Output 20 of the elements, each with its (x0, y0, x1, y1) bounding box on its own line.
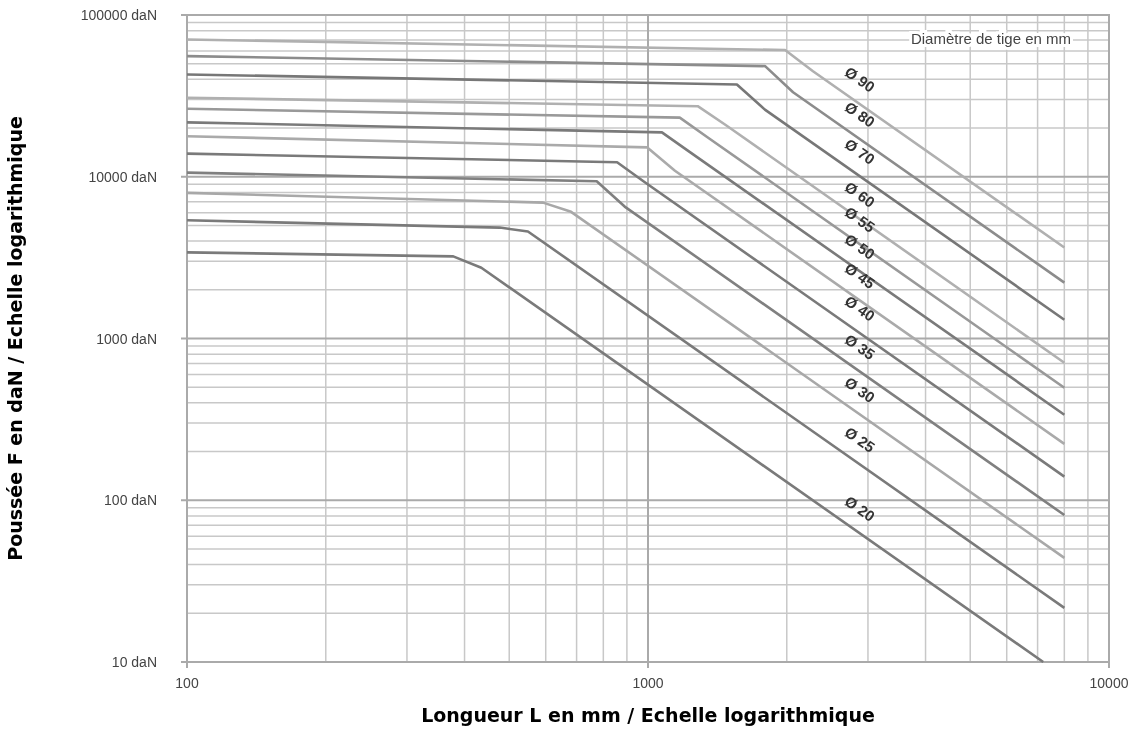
x-tick-label: 10000 (1089, 675, 1129, 691)
annotation: Diamètre de tige en mm (910, 30, 1072, 47)
x-axis-title: Longueur L en mm / Echelle logarithmique (421, 704, 875, 726)
text: Ø 25 (841, 423, 879, 456)
text: Ø 90 (841, 62, 879, 96)
y-tick-label: 1000 daN (96, 330, 157, 347)
y-tick-label: 10 daN (111, 654, 157, 670)
y-tick-label: 10000 daN (88, 168, 157, 185)
text: Ø 20 (841, 492, 879, 525)
text: Ø 35 (841, 330, 879, 364)
y-axis-title: Poussée F en daN / Echelle logarithmique (4, 116, 26, 561)
text: Ø 80 (841, 97, 879, 131)
y-tick-label: 100000 daN (80, 7, 157, 23)
text: Ø 40 (841, 292, 879, 325)
text: Ø 70 (841, 135, 879, 168)
text: Ø 45 (841, 259, 879, 292)
y-tick-label: 100 daN (104, 492, 157, 509)
x-tick-label: 100 (175, 675, 199, 691)
text: Ø 30 (841, 373, 879, 406)
x-tick-label: 1000 (632, 675, 664, 691)
